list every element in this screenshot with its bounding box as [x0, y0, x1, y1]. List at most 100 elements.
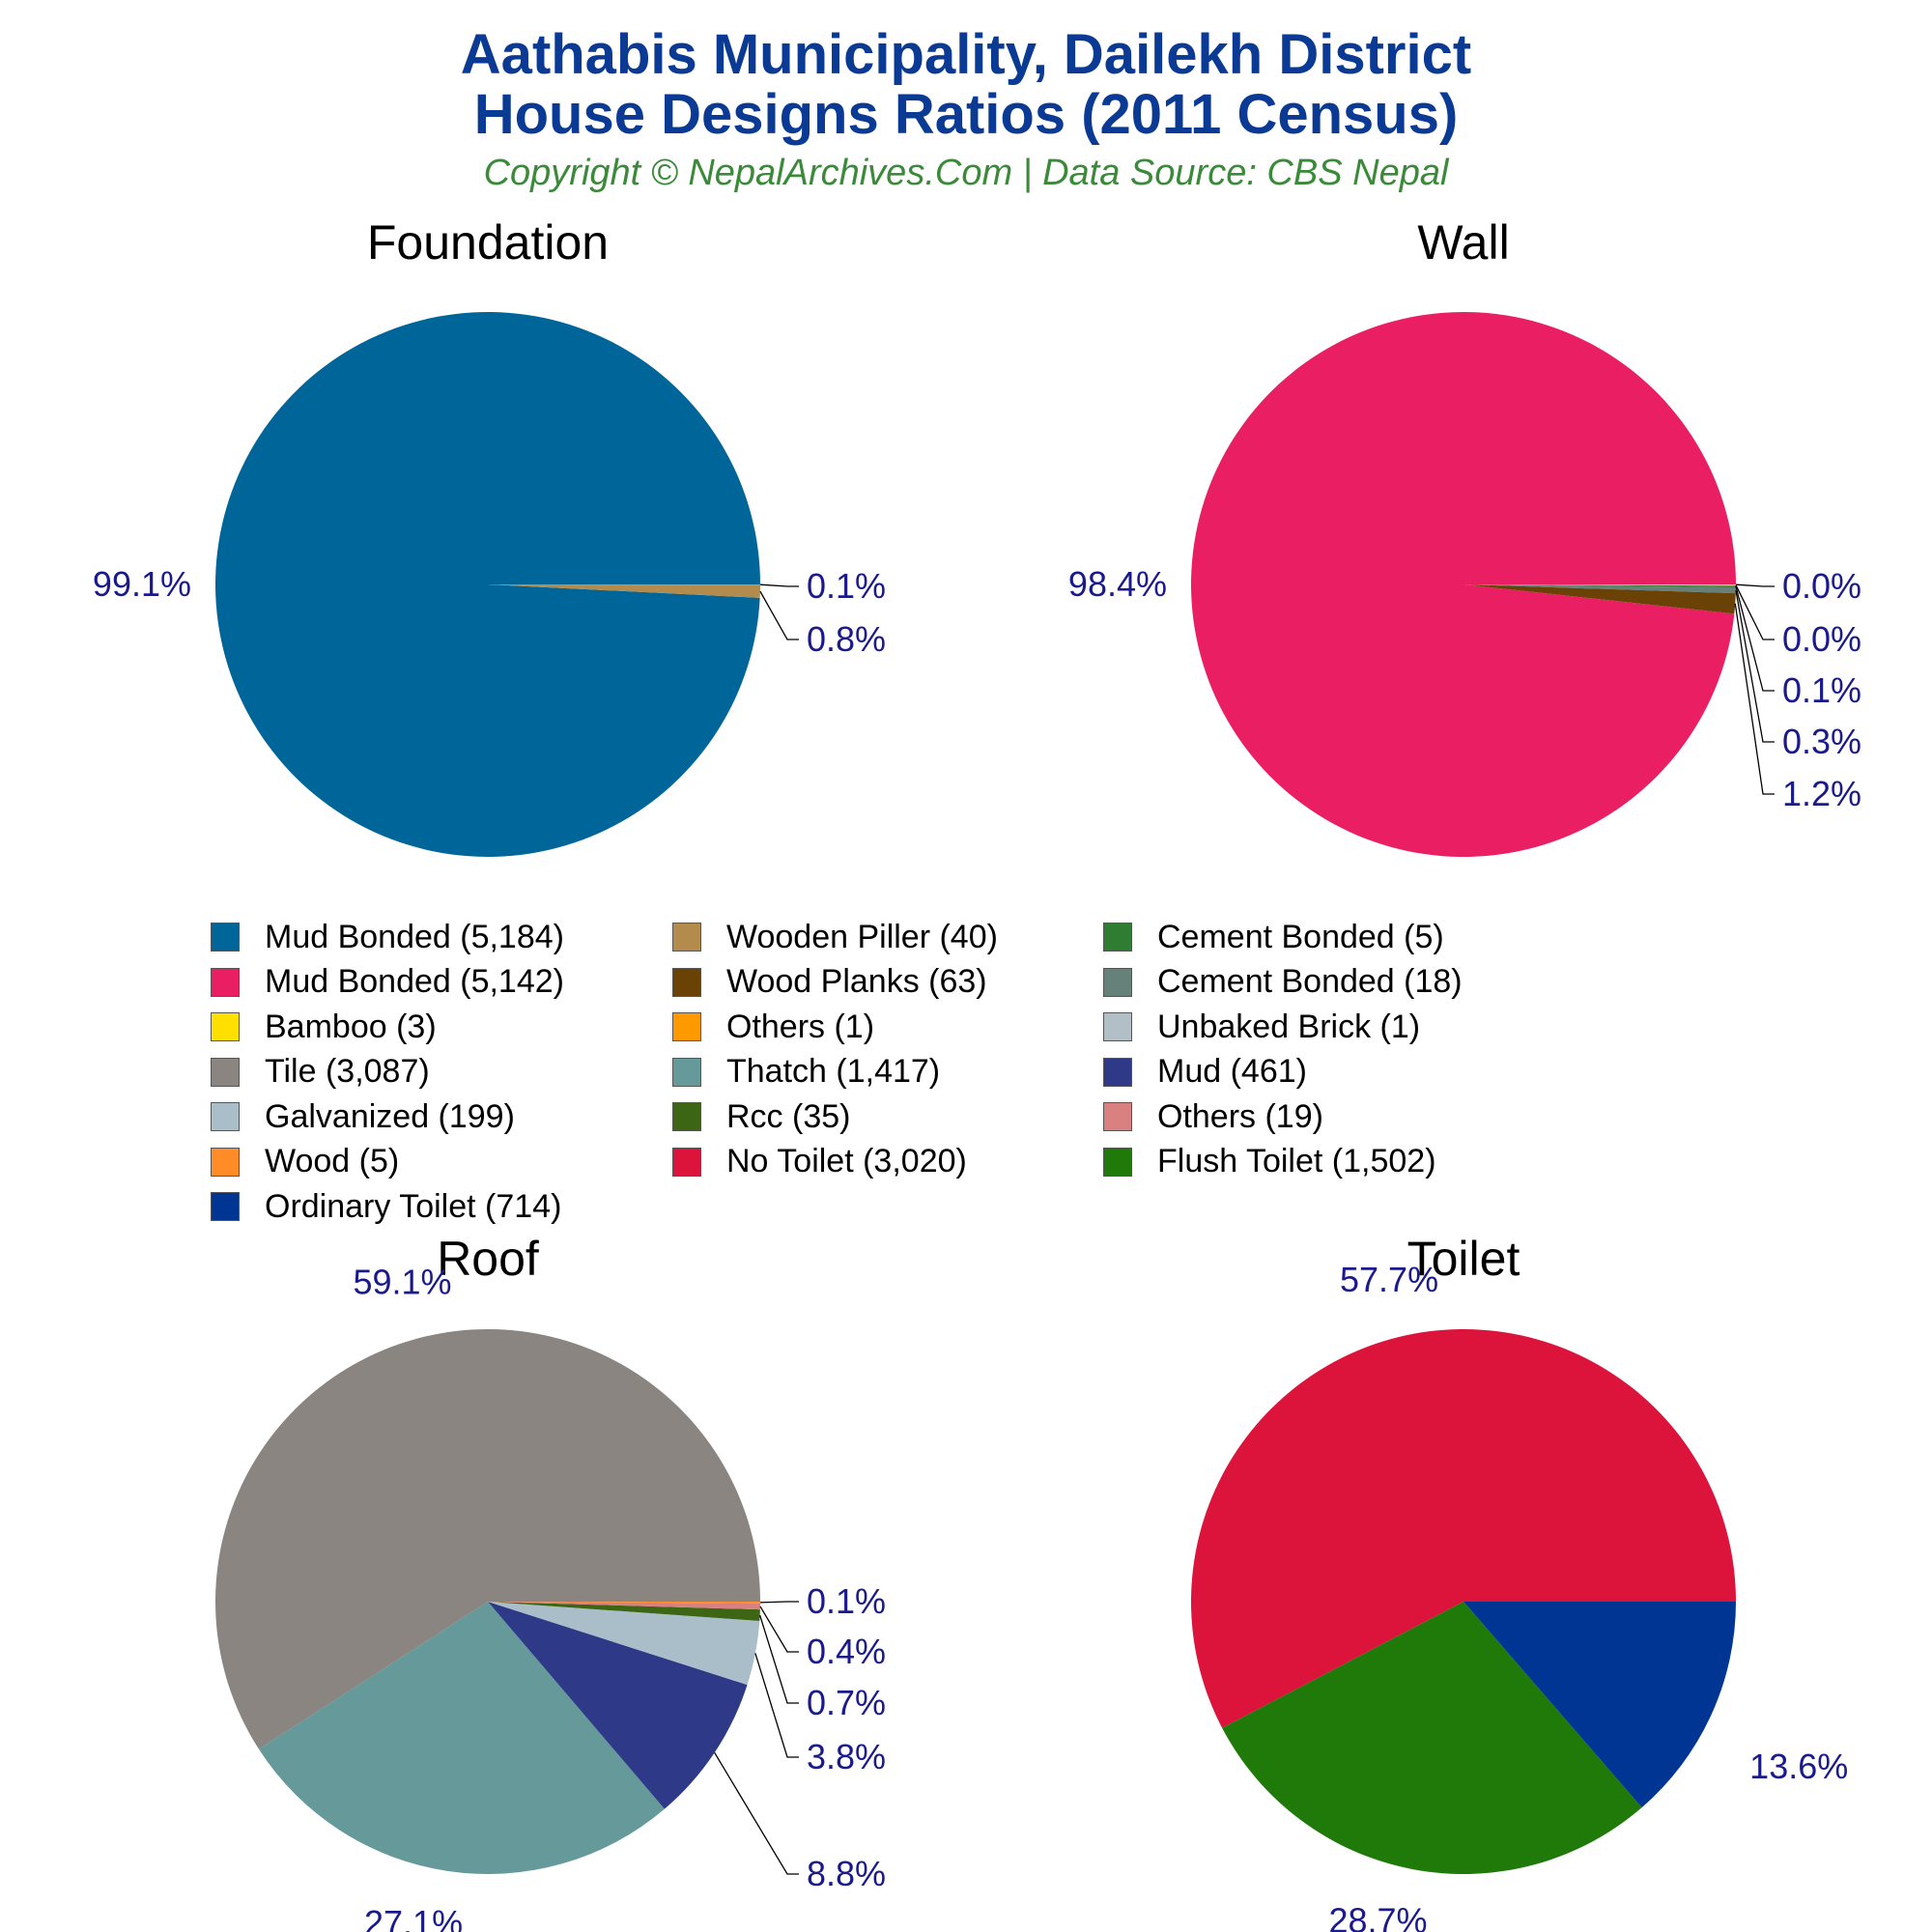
legend-swatch	[211, 1102, 240, 1131]
legend-label: Bamboo (3)	[265, 1008, 437, 1045]
pie-slice-wall-wood-planks	[1463, 584, 1736, 614]
pie-label-roof-3: 3.8%	[807, 1737, 886, 1776]
legend-swatch	[672, 967, 701, 997]
legend-item: Galvanized (199)	[211, 1097, 515, 1136]
chart-title-line1: Aathabis Municipality, Dailekh District	[460, 23, 1472, 86]
pie-leader-roof-3	[754, 1653, 799, 1758]
pie-slice-toilet-ordinary-toilet	[1463, 1602, 1736, 1808]
pie-slice-roof-others	[488, 1602, 760, 1610]
pie-slice-roof-mud	[488, 1602, 748, 1809]
legend-label: Rcc (35)	[726, 1097, 851, 1135]
pie-slice-foundation-wooden-piller	[488, 584, 760, 598]
chart-subtitle: Copyright © NepalArchives.Com | Data Sou…	[483, 153, 1449, 193]
legend-label: Mud Bonded (5,142)	[265, 963, 564, 1000]
legend-item: Ordinary Toilet (714)	[211, 1187, 561, 1226]
pie-slice-wall-mud-bonded	[1190, 312, 1736, 858]
legend-swatch	[672, 923, 701, 952]
legend-label: Others (1)	[726, 1008, 875, 1045]
legend-item: No Toilet (3,020)	[672, 1143, 967, 1181]
legend-item: Wood Planks (63)	[672, 963, 987, 1002]
pie-slice-roof-rcc	[488, 1602, 760, 1621]
pie-label-foundation-0: 99.1%	[93, 564, 191, 604]
legend-item: Cement Bonded (18)	[1103, 963, 1463, 1002]
legend-swatch	[1103, 923, 1132, 952]
pie-leader-wall-1	[1735, 583, 1775, 587]
pie-label-wall-3: 0.1%	[1782, 670, 1861, 710]
pie-slice-foundation-mud-bonded	[214, 312, 760, 858]
legend-item: Mud Bonded (5,184)	[211, 918, 564, 956]
legend-item: Others (1)	[672, 1008, 874, 1046]
pie-slice-toilet-flush-toilet	[1222, 1602, 1642, 1874]
legend-swatch	[1103, 1057, 1132, 1087]
pie-label-roof-2: 8.8%	[807, 1854, 886, 1893]
pie-title-wall: Wall	[1417, 215, 1509, 270]
legend-swatch	[672, 1012, 701, 1041]
pie-leader-foundation-2	[759, 590, 799, 640]
legend-label: No Toilet (3,020)	[726, 1143, 967, 1179]
legend-swatch	[211, 1147, 240, 1177]
legend-label: Wood (5)	[265, 1143, 400, 1179]
pie-label-wall-0: 98.4%	[1068, 564, 1167, 604]
legend-swatch	[672, 1057, 701, 1087]
legend-label: Flush Toilet (1,502)	[1157, 1143, 1436, 1179]
legend-swatch	[1103, 1147, 1132, 1177]
pie-leader-wall-5	[1734, 603, 1775, 795]
pie-foundation: Foundation 99.1% 0.1% 0.8%	[93, 215, 886, 858]
legend-label: Wooden Piller (40)	[726, 918, 998, 955]
pie-label-roof-1: 27.1%	[364, 1903, 463, 1932]
legend-item: Rcc (35)	[672, 1097, 850, 1136]
pie-leader-roof-6	[759, 1601, 799, 1604]
pie-label-toilet-1: 28.7%	[1328, 1900, 1427, 1932]
legend-swatch	[1103, 967, 1132, 997]
pie-leader-wall-3	[1735, 586, 1775, 692]
pie-slice-wall-bamboo	[1463, 584, 1736, 586]
legend-swatch	[1103, 1102, 1132, 1131]
pie-leader-wall-4	[1735, 589, 1775, 743]
legend-item: Tile (3,087)	[211, 1053, 430, 1092]
pie-label-wall-1: 0.0%	[1782, 566, 1861, 606]
legend-label: Wood Planks (63)	[726, 963, 987, 1000]
legend-swatch	[211, 1192, 240, 1221]
legend-item: Mud Bonded (5,142)	[211, 963, 564, 1002]
legend-swatch	[211, 1057, 240, 1087]
legend-label: Others (19)	[1157, 1097, 1323, 1135]
pie-label-roof-5: 0.4%	[807, 1632, 886, 1671]
legend-label: Thatch (1,417)	[726, 1053, 941, 1090]
pie-label-wall-4: 0.3%	[1782, 722, 1861, 761]
pie-leader-wall-2	[1735, 584, 1775, 640]
legend-swatch	[211, 967, 240, 997]
legend: Mud Bonded (5,184) Wooden Piller (40) Ceme…	[211, 918, 1611, 1236]
legend-label: Tile (3,087)	[265, 1053, 430, 1090]
legend-item: Bamboo (3)	[211, 1008, 437, 1046]
pie-slice-roof-galvanized	[488, 1602, 760, 1686]
pie-title-foundation: Foundation	[367, 215, 609, 270]
pie-label-roof-4: 0.7%	[807, 1683, 886, 1722]
legend-item: Wood (5)	[211, 1143, 399, 1181]
pie-label-roof-6: 0.1%	[807, 1581, 886, 1621]
legend-item: Others (19)	[1103, 1097, 1323, 1136]
pie-title-roof: Roof	[437, 1232, 539, 1286]
pie-slice-roof-thatch	[258, 1602, 665, 1875]
chart-title-line2: House Designs Ratios (2011 Census)	[473, 83, 1459, 146]
legend-item: Flush Toilet (1,502)	[1103, 1143, 1436, 1181]
pie-label-toilet-2: 13.6%	[1749, 1747, 1848, 1786]
pie-leader-foundation-1	[759, 583, 799, 587]
pie-title-toilet: Toilet	[1407, 1232, 1520, 1286]
pie-label-foundation-2: 0.8%	[807, 619, 886, 659]
legend-item: Unbaked Brick (1)	[1103, 1008, 1420, 1046]
pie-slice-wall-cement-bonded	[1463, 584, 1736, 594]
pie-leader-roof-4	[759, 1614, 799, 1704]
legend-swatch	[672, 1102, 701, 1131]
pie-label-roof-0: 59.1%	[353, 1263, 451, 1302]
legend-label: Cement Bonded (18)	[1157, 963, 1463, 1000]
legend-label: Cement Bonded (5)	[1157, 918, 1444, 955]
pie-wall: Wall 98.4% 0.0% 0.0% 0.1% 0.3% 1.2%	[1068, 215, 1861, 858]
legend-swatch	[672, 1147, 701, 1177]
pie-slice-toilet-no-toilet	[1191, 1328, 1736, 1728]
legend-label: Mud Bonded (5,184)	[265, 918, 564, 955]
legend-label: Ordinary Toilet (714)	[265, 1187, 562, 1225]
legend-item: Thatch (1,417)	[672, 1053, 940, 1092]
legend-swatch	[1103, 1012, 1132, 1041]
